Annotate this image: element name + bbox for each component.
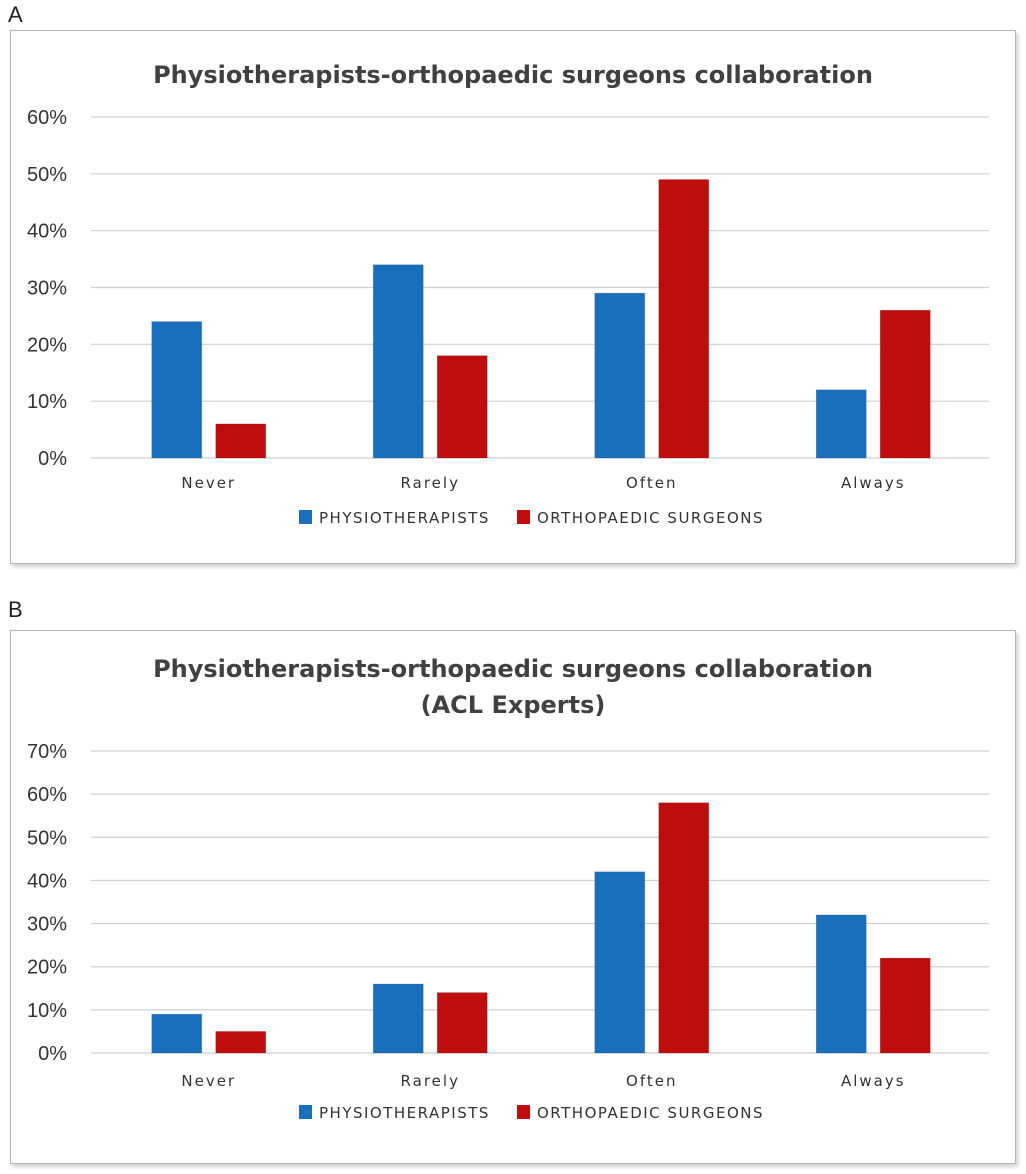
- chart-a-x-tick-label: Rarely: [401, 474, 460, 492]
- chart-a-x-tick-label: Always: [841, 474, 906, 492]
- chart-b-bar-physiotherapists-rarely: [372, 983, 424, 1054]
- chart-b-x-tick-label: Rarely: [401, 1072, 460, 1090]
- chart-b-bar-physiotherapists-never: [151, 1013, 203, 1054]
- chart-a-x-tick-label: Often: [626, 474, 677, 492]
- chart-a-y-tick-label: 0%: [38, 448, 67, 470]
- chart-b-legend-label-physiotherapists: PHYSIOTHERAPISTS: [319, 1104, 490, 1122]
- chart-b-x-tick-label: Always: [841, 1072, 906, 1090]
- chart-b-y-tick-label: 70%: [27, 741, 67, 763]
- chart-b-bar-physiotherapists-always: [815, 914, 867, 1054]
- chart-b-svg: Physiotherapists-orthopaedic surgeons co…: [27, 655, 989, 1122]
- chart-a-bar-physiotherapists-rarely: [372, 264, 424, 459]
- chart-b-y-tick-label: 40%: [27, 870, 67, 892]
- panel-a-label: A: [8, 2, 23, 27]
- chart-a-bar-physiotherapists-never: [151, 321, 203, 459]
- chart-b-bar-orthopaedic-surgeons-rarely: [436, 992, 488, 1054]
- chart-a-x-tick-label: Never: [181, 474, 236, 492]
- chart-a-y-tick-label: 50%: [27, 164, 67, 186]
- chart-a-legend-label-physiotherapists: PHYSIOTHERAPISTS: [319, 509, 490, 527]
- chart-a-legend-label-orthopaedic-surgeons: ORTHOPAEDIC SURGEONS: [537, 509, 764, 527]
- chart-b-x-tick-label: Often: [626, 1072, 677, 1090]
- chart-a-svg: Physiotherapists-orthopaedic surgeons co…: [27, 61, 989, 527]
- chart-a-bar-orthopaedic-surgeons-always: [879, 309, 931, 459]
- chart-b-title-line-0: Physiotherapists-orthopaedic surgeons co…: [153, 655, 873, 683]
- chart-b-y-tick-label: 30%: [27, 914, 67, 936]
- chart-a-y-tick-label: 30%: [27, 278, 67, 300]
- chart-a-legend-swatch-physiotherapists: [299, 510, 312, 524]
- chart-b-bar-physiotherapists-often: [594, 871, 646, 1054]
- chart-b-title-line-1: (ACL Experts): [421, 691, 606, 719]
- chart-a-y-tick-label: 20%: [27, 334, 67, 356]
- chart-a-bar-orthopaedic-surgeons-often: [658, 179, 710, 459]
- chart-a-bar-physiotherapists-always: [815, 389, 867, 459]
- chart-b-bar-orthopaedic-surgeons-never: [215, 1031, 267, 1054]
- chart-b-y-tick-label: 50%: [27, 827, 67, 849]
- chart-b: Physiotherapists-orthopaedic surgeons co…: [10, 630, 1016, 1164]
- chart-b-x-tick-label: Never: [181, 1072, 236, 1090]
- chart-b-bar-orthopaedic-surgeons-often: [658, 802, 710, 1054]
- chart-a-bar-orthopaedic-surgeons-rarely: [436, 355, 488, 459]
- chart-a-y-tick-label: 40%: [27, 221, 67, 243]
- chart-a-legend-swatch-orthopaedic-surgeons: [517, 510, 530, 524]
- chart-b-y-tick-label: 10%: [27, 1000, 67, 1022]
- chart-b-legend-label-orthopaedic-surgeons: ORTHOPAEDIC SURGEONS: [537, 1104, 764, 1122]
- chart-a-bar-physiotherapists-often: [594, 292, 646, 459]
- chart-b-y-tick-label: 20%: [27, 957, 67, 979]
- chart-b-y-tick-label: 0%: [38, 1043, 67, 1065]
- chart-b-legend-swatch-orthopaedic-surgeons: [517, 1105, 530, 1119]
- chart-b-y-tick-label: 60%: [27, 784, 67, 806]
- chart-a-y-tick-label: 60%: [27, 107, 67, 129]
- chart-a: Physiotherapists-orthopaedic surgeons co…: [10, 30, 1016, 564]
- chart-b-bar-orthopaedic-surgeons-always: [879, 957, 931, 1054]
- chart-a-bar-orthopaedic-surgeons-never: [215, 423, 267, 459]
- chart-a-y-tick-label: 10%: [27, 391, 67, 413]
- panel-b-label: B: [8, 597, 23, 622]
- chart-b-legend-swatch-physiotherapists: [299, 1105, 312, 1119]
- chart-a-title-line-0: Physiotherapists-orthopaedic surgeons co…: [153, 61, 873, 89]
